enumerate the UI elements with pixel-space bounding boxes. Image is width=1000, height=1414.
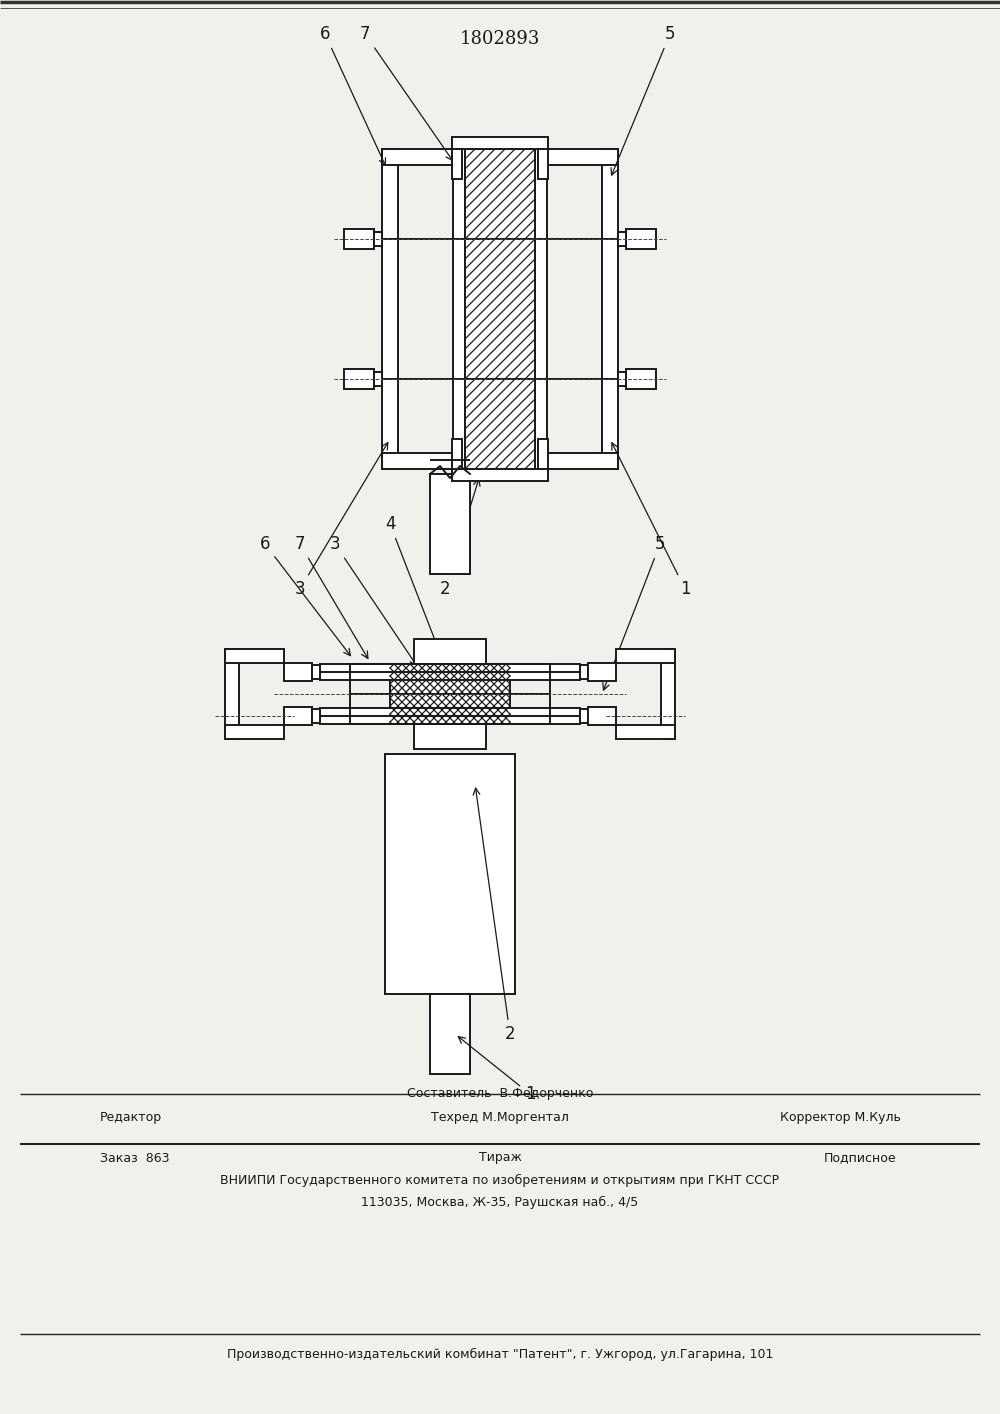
Bar (225, 725, 284, 740)
Bar (430, 994, 470, 1075)
Bar (382, 452, 453, 469)
Text: 2: 2 (440, 479, 480, 598)
Bar (320, 708, 580, 724)
Bar (225, 649, 284, 663)
Text: 1802893: 1802893 (460, 30, 540, 48)
Text: 3: 3 (330, 534, 417, 666)
Text: 4: 4 (385, 515, 449, 674)
Bar (538, 148, 548, 180)
Bar (588, 707, 616, 725)
Bar (453, 148, 465, 469)
Bar (616, 725, 675, 740)
Bar (626, 369, 656, 389)
Bar (414, 639, 486, 665)
Text: Составитель  В.Федорченко: Составитель В.Федорченко (407, 1087, 593, 1100)
Bar (580, 665, 588, 679)
Bar (618, 232, 626, 246)
Text: 113035, Москва, Ж-35, Раушская наб., 4/5: 113035, Москва, Ж-35, Раушская наб., 4/5 (361, 1195, 639, 1209)
Bar (284, 707, 312, 725)
Bar (382, 148, 398, 469)
Bar (465, 148, 535, 469)
Text: 2: 2 (473, 788, 515, 1044)
Bar (626, 229, 656, 249)
Bar (225, 649, 239, 740)
Text: Заказ  863: Заказ 863 (100, 1151, 170, 1165)
Text: Редактор: Редактор (100, 1111, 162, 1124)
Text: 7: 7 (360, 25, 453, 161)
Bar (535, 148, 547, 469)
Bar (312, 708, 320, 723)
Bar (284, 663, 312, 682)
Text: 6: 6 (260, 534, 350, 656)
Bar (320, 665, 580, 680)
Bar (616, 649, 675, 663)
Bar (602, 148, 618, 469)
Bar (414, 724, 486, 749)
Bar (452, 438, 462, 469)
Text: Тираж: Тираж (479, 1151, 521, 1165)
Text: 1: 1 (458, 1036, 535, 1103)
Bar (452, 137, 548, 148)
Text: 1: 1 (612, 443, 690, 598)
Bar (344, 229, 374, 249)
Text: 6: 6 (320, 25, 386, 165)
Bar (385, 754, 515, 994)
Bar (344, 369, 374, 389)
Text: ВНИИПИ Государственного комитета по изобретениям и открытиям при ГКНТ СССР: ВНИИПИ Государственного комитета по изоб… (220, 1174, 780, 1186)
Text: Производственно-издательский комбинат "Патент", г. Ужгород, ул.Гагарина, 101: Производственно-издательский комбинат "П… (227, 1348, 773, 1360)
Bar (452, 469, 548, 481)
Bar (452, 148, 462, 180)
Bar (374, 372, 382, 386)
Bar (430, 474, 470, 574)
Bar (547, 148, 618, 165)
Bar (382, 148, 453, 165)
Bar (580, 708, 588, 723)
Bar (350, 665, 550, 724)
Text: Техред М.Моргентал: Техред М.Моргентал (431, 1111, 569, 1124)
Bar (547, 452, 618, 469)
Text: Подписное: Подписное (824, 1151, 896, 1165)
Text: Корректор М.Куль: Корректор М.Куль (780, 1111, 900, 1124)
Bar (390, 665, 510, 694)
Bar (588, 663, 616, 682)
Text: 5: 5 (611, 25, 675, 175)
Bar (538, 438, 548, 469)
Text: 7: 7 (295, 534, 368, 659)
Text: 5: 5 (603, 534, 665, 690)
Bar (390, 694, 510, 724)
Text: 3: 3 (295, 443, 388, 598)
Bar (312, 665, 320, 679)
Bar (374, 232, 382, 246)
Bar (661, 649, 675, 740)
Bar (618, 372, 626, 386)
